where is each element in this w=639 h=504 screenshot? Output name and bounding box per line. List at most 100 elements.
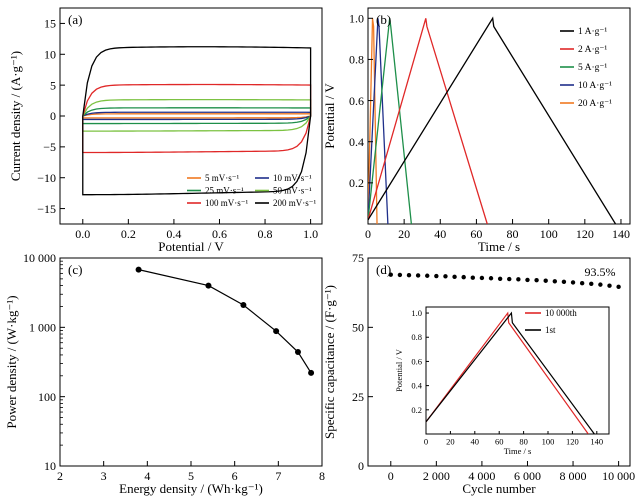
capacitance-point [488, 276, 494, 281]
gcd-curve [368, 18, 413, 224]
capacitance-point [616, 284, 621, 290]
y-tick-label: 10 [44, 459, 56, 473]
legend-entry: 5 mV·s⁻¹ [205, 173, 240, 183]
panel-c-y-axis-label: Power density / (W·kg⁻¹) [4, 295, 19, 428]
x-tick-label: 20 [398, 227, 410, 241]
capacitance-point [452, 274, 457, 280]
panel-c-label: (c) [68, 262, 82, 277]
inset-x-tick-label: 20 [446, 437, 455, 447]
capacitance-point [406, 272, 412, 278]
inset-frame [425, 306, 610, 435]
inset-x-tick-label: 100 [542, 437, 555, 447]
x-tick-label: 0 [388, 469, 394, 483]
legend-entry: 5 A·g⁻¹ [578, 63, 607, 73]
panel-d-retention-annotation: 93.5% [585, 265, 616, 279]
y-tick-label: 15 [44, 17, 56, 31]
capacitance-point [497, 276, 503, 281]
x-tick-label: 2 [57, 469, 63, 483]
panel-d-y-axis-label: Specific capacitance / (F·g⁻¹) [322, 285, 337, 439]
capacitance-point [589, 281, 594, 286]
y-tick-label: 0.8 [349, 53, 364, 67]
x-tick-label: 6 000 [514, 469, 541, 483]
panel-b-plot-area [368, 16, 617, 224]
legend-entry: 1 A·g⁻¹ [578, 27, 607, 37]
panel-b-y-axis-label: Potential / V [322, 83, 337, 149]
inset-y-tick-label: 1.0 [411, 308, 422, 318]
panel-b-ticks: 0 20 40 60 80 100 120 140 0.2 0.4 0.6 0.8 1.0 [349, 11, 630, 241]
inset-x-axis-label: Time / s [504, 446, 532, 456]
gcd-curve [368, 18, 488, 224]
y-tick-label: −15 [37, 202, 56, 216]
capacitance-point [598, 282, 603, 287]
panel-b-frame [367, 7, 631, 225]
x-tick-label: 0 [365, 227, 371, 241]
inset-x-tick-label: 80 [519, 437, 528, 447]
x-tick-label: 0.2 [121, 227, 136, 241]
y-tick-label: 1.0 [349, 11, 364, 25]
x-tick-label: 7 [275, 469, 281, 483]
gcd-curve [368, 16, 617, 224]
y-tick-label: 0.2 [349, 176, 364, 190]
x-tick-label: 1.0 [303, 227, 318, 241]
x-tick-label: 5 [188, 469, 194, 483]
inset-gcd-curve [426, 311, 589, 434]
x-tick-label: 60 [470, 227, 482, 241]
y-tick-label: 75 [352, 251, 364, 265]
panel-b-label: (b) [376, 12, 391, 27]
capacitance-point [425, 273, 430, 278]
y-tick-label: 0.6 [349, 94, 364, 108]
panel-b: 0 20 40 60 80 100 120 140 0.2 0.4 0.6 0.8 1.0 (b) Ti… [322, 7, 631, 254]
cv-curve [82, 113, 312, 119]
inset-plot-area [426, 311, 595, 434]
cv-curve [82, 98, 312, 132]
panel-a-label: (a) [68, 12, 82, 27]
capacitance-point [607, 283, 612, 288]
y-tick-label: −10 [37, 171, 56, 185]
panel-c-x-axis-label: Energy density / (Wh·kg⁻¹) [119, 481, 263, 496]
x-tick-label: 40 [434, 227, 446, 241]
capacitance-point [543, 278, 548, 283]
inset-y-tick-label: 0.4 [411, 381, 422, 391]
inset-x-tick-label: 60 [495, 437, 504, 447]
panel-d-x-axis-label: Cycle number [462, 481, 536, 496]
panel-d-frame [367, 257, 631, 467]
inset-legend-entry: 10 000th [545, 308, 577, 318]
capacitance-point [534, 277, 539, 283]
legend-entry: 20 A·g⁻¹ [578, 99, 612, 109]
legend-entry: 50 mV·s⁻¹ [273, 186, 312, 196]
inset-x-tick-label: 40 [471, 437, 480, 447]
capacitance-point [561, 279, 567, 285]
panel-c-plot-area [135, 266, 315, 376]
panel-c: 2 3 4 5 6 7 8 10 100 1 000 10 000 (c) Energy densi… [4, 251, 325, 496]
capacitance-point [525, 277, 530, 283]
x-tick-label: 0.8 [258, 227, 273, 241]
capacitance-point [461, 274, 466, 280]
x-tick-label: 0.0 [75, 227, 90, 241]
inset-gcd-curve [426, 311, 595, 434]
capacitance-point [552, 279, 558, 284]
x-tick-label: 2 000 [423, 469, 450, 483]
panel-a-x-axis-label: Potential / V [158, 239, 224, 254]
x-tick-label: 100 [540, 227, 558, 241]
panel-b-legend: 1 A·g⁻¹ 2 A·g⁻¹ 5 A·g⁻¹ 10 A·g⁻¹ 20 A·g⁻¹ [560, 27, 612, 109]
y-tick-label: 10 000 [23, 251, 56, 265]
ragone-point [205, 282, 212, 289]
panel-a-ticks: 0.0 0.2 0.4 0.6 0.8 1.0 −15 −10 −5 0 5 10 15 [37, 17, 318, 241]
inset-y-axis-label: Potential / V [394, 348, 404, 392]
ragone-point [294, 349, 301, 356]
x-tick-label: 80 [507, 227, 519, 241]
x-tick-label: 8 000 [560, 469, 587, 483]
inset-x-tick-label: 120 [566, 437, 579, 447]
gcd-curve [368, 18, 389, 224]
y-tick-label: 0.4 [349, 135, 364, 149]
x-tick-label: 6 [232, 469, 238, 483]
capacitance-point [397, 272, 403, 278]
y-tick-label: 5 [50, 78, 56, 92]
panel-a-y-axis-label: Current density / (A·g⁻¹) [8, 51, 23, 181]
inset-y-tick-label: 0.2 [411, 405, 422, 415]
inset-ticks: 0 20 40 60 80 100 120 140 0.2 0.4 0.6 0.8 1.0 [411, 308, 603, 446]
inset-y-tick-label: 0.8 [411, 332, 422, 342]
panel-d-plot-area [388, 272, 621, 290]
ragone-point [135, 266, 142, 273]
